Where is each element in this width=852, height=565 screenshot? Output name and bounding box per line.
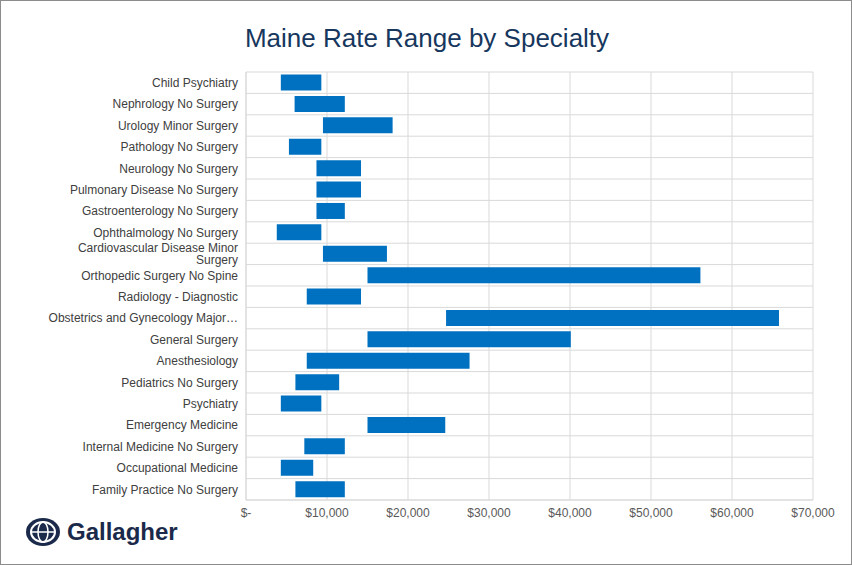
svg-text:Emergency Medicine: Emergency Medicine <box>126 418 238 432</box>
svg-text:Orthopedic Surgery No Spine: Orthopedic Surgery No Spine <box>81 269 238 283</box>
svg-text:$20,000: $20,000 <box>386 506 430 520</box>
svg-text:Urology Minor Surgery: Urology Minor Surgery <box>118 119 238 133</box>
html-text:Gallagher: Gallagher <box>67 518 178 545</box>
svg-text:$10,000: $10,000 <box>305 506 349 520</box>
svg-text:$70,000: $70,000 <box>791 506 835 520</box>
svg-text:Occupational Medicine: Occupational Medicine <box>117 461 239 475</box>
svg-text:Anesthesiology: Anesthesiology <box>157 354 238 368</box>
svg-text:Radiology - Diagnostic: Radiology - Diagnostic <box>118 290 238 304</box>
svg-text:$50,000: $50,000 <box>629 506 673 520</box>
svg-text:Pediatrics No Surgery: Pediatrics No Surgery <box>121 376 238 390</box>
svg-text:Pathology No Surgery: Pathology No Surgery <box>121 140 238 154</box>
svg-text:Internal Medicine No Surgery: Internal Medicine No Surgery <box>83 440 238 454</box>
svg-text:$-: $- <box>241 506 252 520</box>
svg-text:Obstetrics and Gynecology Majo: Obstetrics and Gynecology Major… <box>49 311 238 325</box>
svg-text:$40,000: $40,000 <box>548 506 592 520</box>
svg-text:Family Practice No Surgery: Family Practice No Surgery <box>92 483 238 497</box>
svg-text:Child Psychiatry: Child Psychiatry <box>152 76 238 90</box>
svg-text:Psychiatry: Psychiatry <box>183 397 238 411</box>
svg-text:General Surgery: General Surgery <box>150 333 238 347</box>
svg-text:Ophthalmology No Surgery: Ophthalmology No Surgery <box>93 226 238 240</box>
svg-text:Nephrology No Surgery: Nephrology No Surgery <box>113 97 238 111</box>
html-text:Maine Rate Range by Specialty: Maine Rate Range by Specialty <box>244 23 610 53</box>
svg-text:Pulmonary Disease No Surgery: Pulmonary Disease No Surgery <box>70 183 238 197</box>
svg-text:$60,000: $60,000 <box>710 506 754 520</box>
svg-text:Gastroenterology No Surgery: Gastroenterology No Surgery <box>82 204 238 218</box>
svg-text:Cardiovascular Disease MinorSu: Cardiovascular Disease MinorSurgery <box>78 241 238 267</box>
svg-text:$30,000: $30,000 <box>467 506 511 520</box>
svg-text:Neurology No Surgery: Neurology No Surgery <box>119 162 238 176</box>
